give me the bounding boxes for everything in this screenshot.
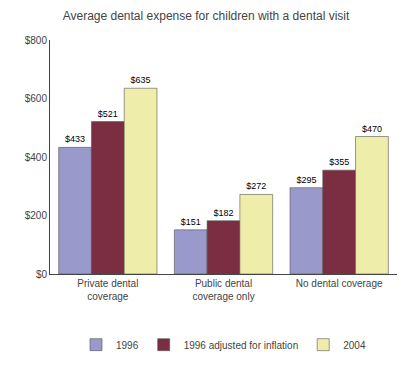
svg-text:$0: $0 [36,269,48,280]
svg-text:$272: $272 [246,181,266,191]
svg-text:2004: 2004 [343,340,366,351]
svg-text:Public dentalcoverage only: Public dentalcoverage only [192,278,254,302]
svg-text:Average dental expense for chi: Average dental expense for children with… [63,9,350,23]
svg-text:$470: $470 [362,124,382,134]
svg-text:$433: $433 [65,134,85,144]
svg-text:No dental coverage: No dental coverage [296,278,383,289]
svg-text:$295: $295 [296,175,316,185]
svg-text:$600: $600 [25,93,48,104]
svg-text:$635: $635 [131,75,151,85]
svg-text:$800: $800 [25,35,48,46]
svg-text:$151: $151 [181,217,201,227]
svg-text:1996: 1996 [116,340,139,351]
svg-text:$182: $182 [213,208,233,218]
svg-text:1996 adjusted for inflation: 1996 adjusted for inflation [184,340,299,351]
svg-text:$200: $200 [25,210,48,221]
svg-text:$400: $400 [25,152,48,163]
svg-text:$521: $521 [98,109,118,119]
svg-text:Private dentalcoverage: Private dentalcoverage [77,278,138,302]
svg-text:$355: $355 [329,157,349,167]
